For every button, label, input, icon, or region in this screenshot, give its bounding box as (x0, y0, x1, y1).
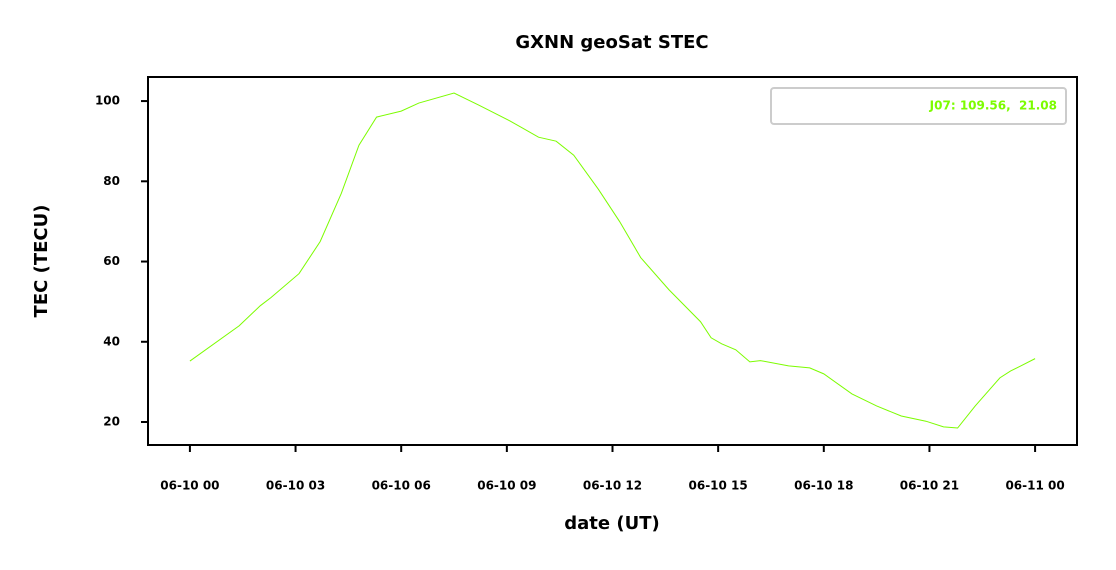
x-tick-label: 06-11 00 (1005, 479, 1064, 493)
chart-title: GXNN geoSat STEC (515, 32, 708, 53)
x-tick-label: 06-10 00 (160, 479, 219, 493)
x-tick-label: 06-10 12 (583, 479, 642, 493)
y-tick-label: 80 (103, 174, 120, 188)
y-tick-label: 20 (103, 415, 120, 429)
legend-box (770, 87, 1067, 125)
legend-label: J07: 109.56, 21.08 (929, 99, 1057, 113)
plot-frame (147, 76, 1078, 446)
x-tick-label: 06-10 09 (477, 479, 536, 493)
y-tick-label: 40 (103, 334, 120, 348)
y-tick-label: 100 (95, 94, 120, 108)
data-line (189, 92, 1036, 429)
x-tick-label: 06-10 03 (266, 479, 325, 493)
x-tick-label: 06-10 06 (372, 479, 431, 493)
x-tick-label: 06-10 18 (794, 479, 853, 493)
x-tick-label: 06-10 15 (689, 479, 748, 493)
x-tick-label: 06-10 21 (900, 479, 959, 493)
x-axis-label: date (UT) (564, 513, 659, 534)
y-tick-label: 60 (103, 254, 120, 268)
y-axis-label: TEC (TECU) (31, 205, 52, 318)
